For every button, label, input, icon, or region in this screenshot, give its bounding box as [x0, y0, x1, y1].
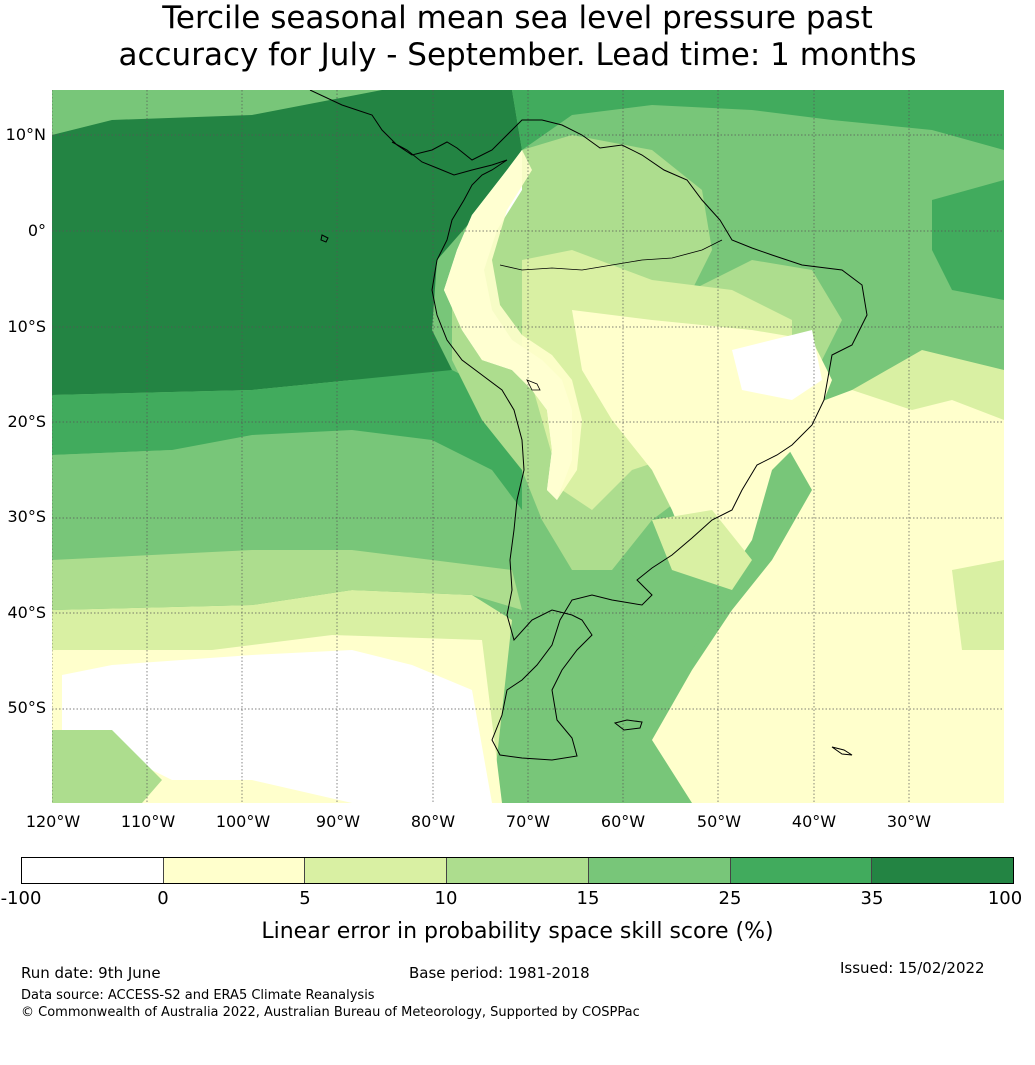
lon-label-90w: 90°W: [315, 812, 361, 831]
skill-region-5-10-plate: [652, 510, 752, 590]
colorbar-segment: [872, 858, 1014, 883]
south-america-coastline: [309, 90, 868, 761]
skill-region-5-10-atlantic: [852, 350, 1004, 420]
colorbar-tick: 10: [434, 888, 458, 909]
title-line-1: Tercile seasonal mean sea level pressure…: [162, 0, 873, 36]
colorbar-segment: [22, 858, 164, 883]
lon-label-60w: 60°W: [600, 812, 646, 831]
skill-region-negative: [62, 650, 492, 803]
lon-label-40w: 40°W: [791, 812, 837, 831]
andes-margin-band: [444, 150, 582, 500]
lat-label-50s: 50°S: [7, 698, 46, 717]
lon-label-70w: 70°W: [505, 812, 551, 831]
skill-map-canvas: [52, 90, 1004, 803]
skill-region-25-35-north: [512, 90, 1004, 150]
lat-label-10n: 10°N: [5, 125, 46, 144]
base-period: Base period: 1981-2018: [409, 964, 590, 982]
colorbar-tick: 15: [576, 888, 600, 909]
skill-region-10-15-south: [52, 550, 522, 610]
map-title: Tercile seasonal mean sea level pressure…: [0, 0, 1035, 74]
colorbar-segment: [588, 858, 731, 883]
run-date: Run date: 9th June: [21, 964, 161, 982]
skill-region-5-10-east: [952, 560, 1004, 650]
lat-label-40s: 40°S: [7, 603, 46, 622]
data-source: Data source: ACCESS-S2 and ERA5 Climate …: [21, 988, 375, 1003]
colorbar-tick: 0: [157, 888, 169, 909]
lat-label-20s: 20°S: [7, 412, 46, 431]
galapagos-islands: [320, 234, 329, 243]
lat-label-10s: 10°S: [7, 317, 46, 336]
lon-label-50w: 50°W: [696, 812, 742, 831]
lon-label-110w: 110°W: [120, 812, 176, 831]
copyright: © Commonwealth of Australia 2022, Austra…: [21, 1005, 640, 1020]
issued-date: Issued: 15/02/2022: [840, 959, 985, 977]
amazon-river: [499, 239, 723, 271]
skill-region-25-35-atlantic: [932, 180, 1004, 300]
lon-label-100w: 100°W: [215, 812, 271, 831]
lon-label-30w: 30°W: [886, 812, 932, 831]
skill-region-0-5-atlantic: [652, 390, 1004, 803]
colorbar-tick: 25: [718, 888, 742, 909]
south-georgia: [831, 746, 853, 756]
colorbar-segment: [163, 858, 306, 883]
lon-label-120w: 120°W: [25, 812, 81, 831]
skill-region-negative-land: [732, 330, 822, 400]
colorbar-tick: -100: [0, 888, 42, 909]
colorbar-label: Linear error in probability space skill …: [261, 919, 774, 944]
colorbar-tick: 5: [299, 888, 311, 909]
skill-colorbar: [21, 857, 1014, 884]
lon-label-80w: 80°W: [410, 812, 456, 831]
colorbar-tick: 100: [987, 888, 1023, 909]
skill-region-35-100: [52, 90, 522, 395]
colorbar-segment: [730, 858, 873, 883]
lat-label-0: 0°: [27, 221, 46, 240]
skill-region-10-15: [52, 730, 162, 803]
falkland-islands: [613, 719, 643, 731]
skill-map: [52, 90, 1004, 803]
skill-region-15-25-plate: [612, 560, 732, 650]
skill-region-15-25-south: [52, 430, 522, 560]
graticule: [52, 90, 1004, 803]
title-line-2: accuracy for July - September. Lead time…: [118, 37, 917, 73]
colorbar-tick: 35: [860, 888, 884, 909]
colorbar-segment: [305, 858, 448, 883]
lat-label-30s: 30°S: [7, 507, 46, 526]
colorbar-segment: [447, 858, 589, 883]
lake-titicaca: [526, 379, 541, 391]
